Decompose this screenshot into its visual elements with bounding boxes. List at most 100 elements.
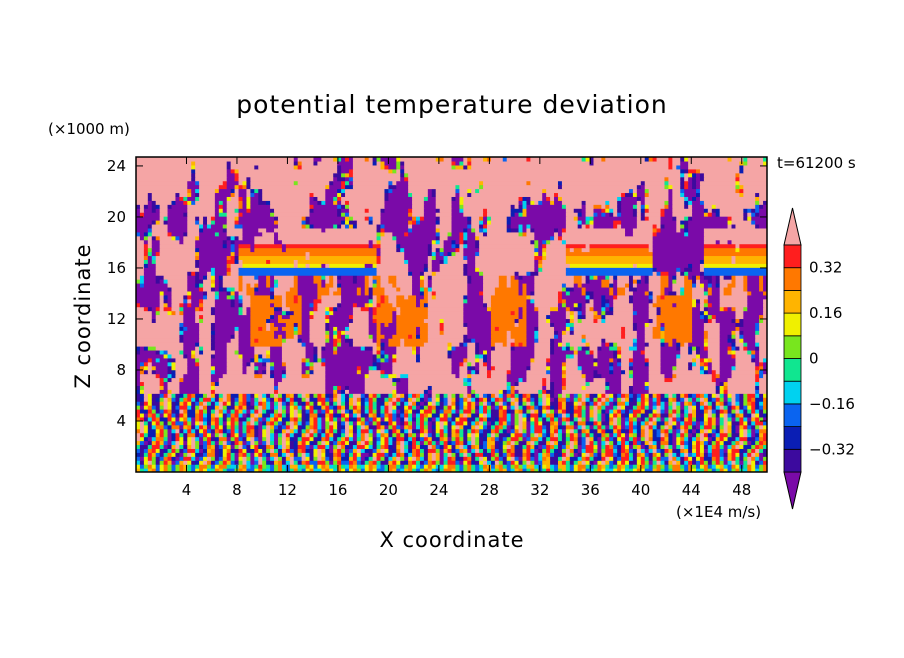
field-cell — [400, 373, 409, 379]
field-cell — [333, 420, 338, 426]
field-cell — [542, 389, 547, 394]
field-cell — [550, 444, 555, 449]
field-cell — [621, 420, 626, 426]
field-cell — [270, 452, 279, 457]
field-cell — [617, 424, 622, 430]
field-cell — [187, 294, 192, 300]
field-cell — [731, 318, 737, 323]
field-cell — [632, 290, 646, 296]
field-cell — [759, 428, 767, 434]
field-cell — [352, 468, 358, 472]
field-cell — [490, 420, 496, 426]
field-cell — [400, 393, 405, 398]
field-cell — [475, 357, 480, 363]
field-cell — [617, 393, 622, 398]
field-cell — [443, 393, 449, 398]
field-cell — [348, 428, 354, 434]
field-cell — [167, 464, 173, 469]
field-cell — [490, 306, 520, 312]
field-cell — [589, 440, 595, 446]
field-cell — [664, 448, 669, 453]
field-cell — [360, 416, 366, 422]
field-cell — [396, 318, 425, 323]
field-cell — [147, 460, 153, 465]
field-cell — [660, 460, 666, 465]
field-cell — [451, 440, 457, 446]
field-cell — [183, 456, 192, 461]
field-cell — [755, 409, 760, 414]
field-cell — [368, 290, 374, 296]
field-cell — [356, 464, 362, 469]
field-cell — [577, 412, 583, 418]
field-cell — [463, 306, 488, 312]
field-cell — [554, 346, 563, 351]
field-cell — [191, 460, 196, 465]
field-cell — [419, 279, 425, 284]
field-cell — [187, 448, 196, 453]
field-cell — [589, 468, 595, 472]
field-cell — [652, 444, 658, 449]
field-cell — [711, 373, 717, 379]
field-cell — [534, 302, 559, 308]
field-cell — [711, 286, 721, 292]
field-cell — [506, 283, 512, 288]
field-cell — [688, 464, 693, 469]
field-cell — [711, 424, 717, 430]
field-cell — [676, 460, 681, 465]
field-cell — [301, 420, 307, 426]
field-cell — [648, 428, 654, 434]
field-cell — [309, 334, 326, 339]
field-cell — [688, 405, 693, 410]
field-cell — [427, 294, 433, 300]
field-cell — [522, 306, 528, 312]
field-cell — [739, 444, 744, 449]
field-cell — [739, 409, 744, 414]
field-cell — [214, 389, 275, 394]
field-layer — [136, 157, 767, 472]
field-cell — [230, 432, 236, 438]
field-cell — [589, 464, 595, 469]
field-cell — [557, 330, 563, 335]
field-cell — [352, 436, 358, 442]
field-cell — [392, 365, 453, 371]
field-cell — [321, 456, 326, 461]
field-cell — [479, 448, 484, 453]
field-cell — [317, 452, 322, 457]
field-cell — [550, 310, 567, 316]
field-cell — [672, 283, 685, 288]
field-cell — [222, 440, 228, 446]
field-cell — [668, 444, 673, 449]
field-cell — [203, 294, 208, 300]
field-cell — [183, 440, 188, 446]
field-cell — [538, 405, 543, 410]
field-cell — [199, 409, 204, 414]
field-cell — [510, 460, 516, 465]
field-cell — [423, 464, 429, 469]
field-cell — [242, 468, 248, 472]
field-cell — [467, 290, 480, 296]
field-cell — [696, 361, 701, 367]
field-cell — [313, 401, 319, 406]
field-cell — [727, 409, 733, 414]
field-cell — [214, 283, 220, 288]
field-cell — [218, 444, 224, 449]
field-cell — [530, 401, 535, 406]
field-cell — [628, 416, 634, 422]
field-cell — [486, 428, 492, 434]
field-cell — [747, 456, 752, 461]
field-cell — [747, 342, 756, 347]
field-cell — [266, 275, 271, 280]
field-cell — [664, 338, 673, 343]
field-cell — [376, 409, 382, 414]
field-cell — [297, 424, 303, 430]
field-cell — [759, 318, 764, 323]
field-cell — [699, 279, 709, 284]
field-cell — [542, 424, 547, 430]
field-cell — [175, 416, 180, 422]
field-cell — [348, 420, 354, 426]
field-cell — [510, 436, 520, 442]
field-cell — [625, 468, 630, 472]
field-cell — [325, 424, 330, 430]
field-cell — [159, 310, 169, 316]
field-cell — [498, 452, 504, 457]
